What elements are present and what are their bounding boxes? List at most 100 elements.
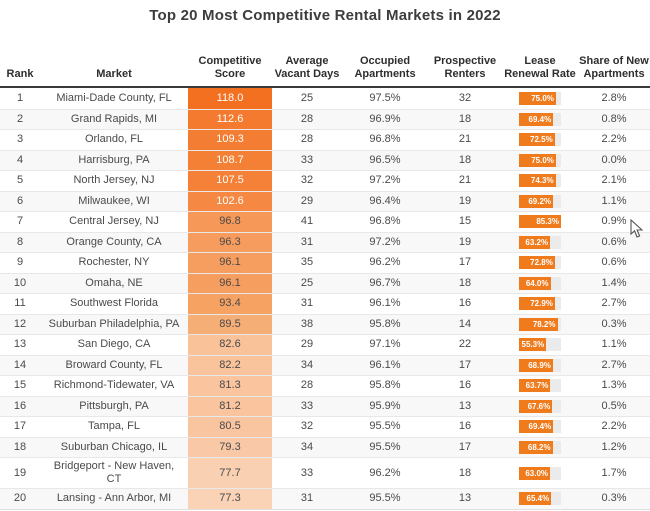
share-of-new-apartments-cell: 0.6% <box>601 256 627 269</box>
market-cell: Richmond-Tidewater, VA <box>53 379 175 392</box>
average-vacant-days-cell: 41 <box>300 215 314 228</box>
prospective-renters-cell: 19 <box>458 194 472 207</box>
lease-renewal-rate-cell: 68.9% <box>502 356 578 376</box>
lease-renewal-bar-fill: 67.6% <box>519 399 553 413</box>
col-header-market: Market <box>96 68 132 80</box>
average-vacant-days-cell: 29 <box>300 338 314 351</box>
lease-renewal-bar-track: 68.2% <box>519 440 561 454</box>
competitive-score-cell: 81.2 <box>188 396 272 416</box>
market-cell: Bridgeport - New Haven, CT <box>53 460 175 485</box>
market-cell: North Jersey, NJ <box>73 174 155 187</box>
rank-cell: 18 <box>13 440 27 453</box>
lease-renewal-bar-fill: 63.7% <box>519 379 551 393</box>
lease-renewal-rate-cell: 75.0% <box>502 88 578 109</box>
occupied-apartments-cell: 96.1% <box>369 358 401 371</box>
occupied-apartments-cell: 95.5% <box>369 420 401 433</box>
lease-renewal-bar-track: 69.2% <box>519 194 561 208</box>
market-cell: Pittsburgh, PA <box>79 399 149 412</box>
prospective-renters-cell: 19 <box>458 235 472 248</box>
occupied-apartments-cell: 96.9% <box>369 112 401 125</box>
col-header-lease-renewal-rate: Lease Renewal Rate <box>504 55 576 80</box>
lease-renewal-bar-track: 72.5% <box>519 133 561 147</box>
lease-renewal-rate-cell: 69.2% <box>502 192 578 212</box>
lease-renewal-rate-cell: 69.4% <box>502 110 578 130</box>
occupied-apartments-cell: 97.2% <box>369 174 401 187</box>
share-of-new-apartments-cell: 2.7% <box>601 297 627 310</box>
share-of-new-apartments-cell: 0.6% <box>601 235 627 248</box>
average-vacant-days-cell: 33 <box>300 466 314 479</box>
occupied-apartments-cell: 96.2% <box>369 466 401 479</box>
competitive-score-cell: 81.3 <box>188 376 272 396</box>
prospective-renters-cell: 13 <box>458 399 472 412</box>
occupied-apartments-cell: 96.2% <box>369 256 401 269</box>
average-vacant-days-cell: 31 <box>300 235 314 248</box>
prospective-renters-cell: 21 <box>458 133 472 146</box>
market-cell: San Diego, CA <box>77 338 151 351</box>
rank-cell: 19 <box>13 466 27 479</box>
lease-renewal-bar-fill: 63.2% <box>519 235 551 249</box>
table-row: 14 Broward County, FL 82.2 34 96.1% 17 68.9% 2.… <box>0 354 650 376</box>
table-row: 9 Rochester, NY 96.1 35 96.2% 17 72.8% 0.6% <box>0 252 650 273</box>
prospective-renters-cell: 32 <box>458 91 472 104</box>
lease-renewal-bar-track: 75.0% <box>519 153 561 167</box>
market-cell: Omaha, NE <box>85 276 143 289</box>
table-row: 2 Grand Rapids, MI 112.6 28 96.9% 18 69.4% 0.8% <box>0 108 650 130</box>
lease-renewal-bar-fill: 75.0% <box>519 91 556 105</box>
rank-cell: 10 <box>13 276 27 289</box>
prospective-renters-cell: 18 <box>458 466 472 479</box>
lease-renewal-bar-track: 65.4% <box>519 492 561 506</box>
average-vacant-days-cell: 29 <box>300 194 314 207</box>
lease-renewal-bar-fill: 64.0% <box>519 276 551 290</box>
competitive-score-cell: 77.3 <box>188 489 272 509</box>
lease-renewal-bar-fill: 78.2% <box>519 317 558 331</box>
prospective-renters-cell: 22 <box>458 338 472 351</box>
share-of-new-apartments-cell: 1.4% <box>601 276 627 289</box>
competitive-score-cell: 102.6 <box>188 191 272 211</box>
lease-renewal-rate-cell: 65.4% <box>502 489 578 509</box>
market-cell: Harrisburg, PA <box>78 153 150 166</box>
lease-renewal-bar-track: 67.6% <box>519 399 561 413</box>
lease-renewal-bar-fill: 72.8% <box>519 256 555 270</box>
average-vacant-days-cell: 34 <box>300 358 314 371</box>
rank-cell: 4 <box>16 153 24 166</box>
share-of-new-apartments-cell: 1.1% <box>601 194 627 207</box>
col-header-rank: Rank <box>6 68 34 80</box>
table-header-row: Rank Market Competitive Score Average Va… <box>0 30 650 88</box>
share-of-new-apartments-cell: 0.3% <box>601 492 627 505</box>
prospective-renters-cell: 18 <box>458 112 472 125</box>
competitive-score-cell: 96.3 <box>188 232 272 252</box>
lease-renewal-bar-track: 72.8% <box>519 256 561 270</box>
share-of-new-apartments-cell: 2.2% <box>601 420 627 433</box>
lease-renewal-rate-cell: 75.0% <box>502 151 578 171</box>
lease-renewal-rate-cell: 78.2% <box>502 315 578 335</box>
table-body: 1 Miami-Dade County, FL 118.0 25 97.5% 32 75.0… <box>0 88 650 510</box>
prospective-renters-cell: 17 <box>458 358 472 371</box>
share-of-new-apartments-cell: 0.3% <box>601 317 627 330</box>
lease-renewal-bar-track: 68.9% <box>519 358 561 372</box>
lease-renewal-rate-cell: 63.0% <box>502 458 578 488</box>
lease-renewal-bar-fill: 72.9% <box>519 297 555 311</box>
lease-renewal-bar-fill: 85.3% <box>519 215 561 229</box>
occupied-apartments-cell: 95.5% <box>369 492 401 505</box>
average-vacant-days-cell: 28 <box>300 379 314 392</box>
share-of-new-apartments-cell: 2.2% <box>601 133 627 146</box>
rank-cell: 20 <box>13 492 27 505</box>
average-vacant-days-cell: 25 <box>300 91 314 104</box>
competitive-score-cell: 96.1 <box>188 253 272 273</box>
table-row: 3 Orlando, FL 109.3 28 96.8% 21 72.5% 2.2% <box>0 129 650 150</box>
lease-renewal-bar-fill: 55.3% <box>519 338 547 352</box>
rank-cell: 7 <box>16 215 24 228</box>
occupied-apartments-cell: 96.4% <box>369 194 401 207</box>
market-cell: Suburban Philadelphia, PA <box>48 317 180 330</box>
market-cell: Suburban Chicago, IL <box>60 440 168 453</box>
market-cell: Central Jersey, NJ <box>69 215 159 228</box>
rank-cell: 16 <box>13 399 27 412</box>
occupied-apartments-cell: 95.8% <box>369 317 401 330</box>
lease-renewal-rate-cell: 74.3% <box>502 171 578 191</box>
occupied-apartments-cell: 97.1% <box>369 338 401 351</box>
market-cell: Lansing - Ann Arbor, MI <box>56 492 172 505</box>
market-cell: Southwest Florida <box>69 297 159 310</box>
share-of-new-apartments-cell: 2.1% <box>601 174 627 187</box>
competitive-score-cell: 108.7 <box>188 150 272 170</box>
